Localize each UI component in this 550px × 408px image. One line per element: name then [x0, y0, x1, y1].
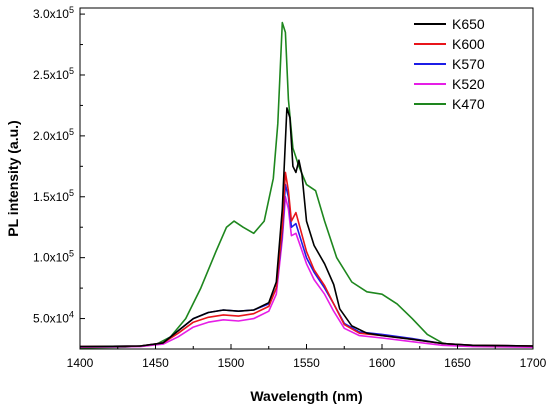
legend: K650 K600 K570 K520 K470: [414, 16, 485, 112]
legend-label-k570: K570: [452, 56, 485, 72]
series-line-k600: [79, 171, 534, 348]
series-line-k650: [79, 107, 534, 348]
y-tick-label: 3.0x105: [33, 5, 74, 21]
y-axis: 5.0x104 1.0x105 1.5x105 2.0x105 2.5x105 3.0x1…: [33, 5, 85, 326]
legend-label-k650: K650: [452, 16, 485, 32]
legend-label-k600: K600: [452, 36, 485, 52]
x-tick-label: 1600: [369, 356, 396, 370]
series-line-k470: [79, 21, 534, 349]
legend-label-k520: K520: [452, 76, 485, 92]
y-tick-label: 1.5x105: [33, 188, 74, 204]
y-tick-label: 1.0x105: [33, 249, 74, 265]
y-axis-title: PL intensity (a.u.): [5, 120, 21, 236]
x-tick-label: 1500: [218, 356, 245, 370]
y-tick-label: 2.5x105: [33, 66, 74, 82]
x-tick-label: 1700: [520, 356, 547, 370]
y-tick-label: 5.0x104: [33, 310, 74, 326]
series-line-k520: [79, 196, 534, 348]
x-tick-label: 1450: [142, 356, 169, 370]
x-axis: 1400 1450 1500 1550 1600 1650 1700: [67, 344, 547, 370]
plot-area: [79, 21, 534, 349]
x-tick-label: 1550: [293, 356, 320, 370]
legend-label-k470: K470: [452, 96, 485, 112]
x-axis-title: Wavelength (nm): [250, 388, 362, 404]
x-tick-label: 1650: [444, 356, 471, 370]
x-tick-label: 1400: [67, 356, 94, 370]
y-tick-label: 2.0x105: [33, 127, 74, 143]
